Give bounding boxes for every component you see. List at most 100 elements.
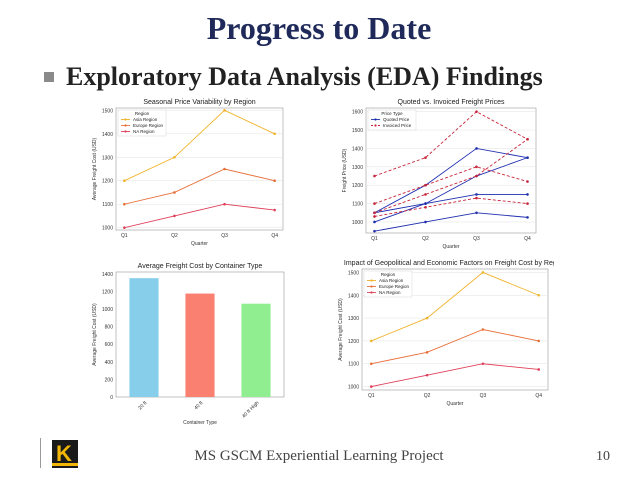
y-tick-label: 1000 [102, 307, 113, 313]
series-line [374, 197, 528, 217]
data-point [475, 147, 478, 150]
x-tick-label: 20 ft [137, 400, 149, 412]
series-line [374, 193, 528, 214]
legend-entry: NA Region [379, 290, 401, 295]
data-point [370, 385, 373, 388]
data-point [373, 211, 376, 215]
data-point [173, 214, 176, 218]
chart-title: Quoted vs. Invoiced Freight Prices [398, 99, 505, 106]
data-point [475, 110, 478, 113]
legend-title: Region [381, 272, 396, 277]
chart-container-cost: Average Freight Cost by Container Type 0 2… [92, 263, 285, 426]
data-point [223, 109, 226, 112]
series-line [374, 138, 528, 214]
data-point [481, 362, 485, 366]
series-line [374, 157, 528, 223]
x-tick-label: Q1 [121, 233, 128, 239]
data-point [273, 132, 276, 136]
data-point [223, 167, 226, 171]
series-line [124, 203, 275, 229]
series-line [374, 111, 528, 177]
x-tick-label: Q2 [422, 236, 429, 242]
y-tick-label: 1200 [102, 179, 113, 185]
data-point [424, 193, 427, 196]
data-point [373, 215, 376, 218]
x-tick-label: Q1 [368, 393, 375, 399]
y-tick-label: 800 [105, 325, 114, 331]
legend-marker [374, 118, 377, 121]
footer-text: MS GSCM Experiential Learning Project [194, 448, 444, 464]
y-tick-label: 1100 [352, 202, 363, 208]
bar [129, 278, 159, 397]
y-tick-label: 1300 [352, 165, 363, 171]
legend-title: Region [135, 111, 150, 116]
y-tick-label: 1400 [348, 293, 359, 299]
bar [241, 303, 271, 397]
data-point [475, 196, 478, 200]
data-point [425, 351, 429, 354]
y-tick-label: 1000 [352, 220, 363, 226]
data-point [123, 179, 126, 183]
data-point [526, 202, 529, 205]
data-point [481, 328, 485, 331]
data-point [424, 205, 427, 209]
y-tick-label: 200 [105, 377, 114, 383]
x-tick-label: Q4 [524, 236, 531, 242]
x-axis-label: Quarter [447, 401, 464, 407]
data-point [173, 155, 176, 159]
y-tick-label: 1100 [348, 362, 359, 368]
square-bullet-icon [44, 72, 54, 82]
data-point [526, 137, 529, 141]
data-point [475, 211, 478, 215]
series-line [371, 271, 539, 342]
x-tick-label: Q1 [371, 236, 378, 242]
data-point [173, 191, 176, 194]
data-point [526, 193, 529, 196]
x-tick-label: Q3 [473, 236, 480, 242]
data-point [537, 368, 540, 371]
y-tick-label: 1500 [102, 108, 113, 114]
data-point [373, 202, 376, 205]
legend-entry: Quoted Price [383, 117, 410, 122]
data-point [475, 174, 478, 178]
series-line [374, 147, 528, 214]
data-point [373, 174, 376, 178]
data-point [273, 208, 276, 212]
y-tick-label: 1200 [348, 339, 359, 345]
k-logo-icon: K [52, 440, 78, 468]
bullet-row: Exploratory Data Analysis (EDA) Findings [44, 62, 543, 92]
x-axis-label: Quarter [443, 244, 460, 250]
x-tick-label: Q2 [171, 233, 178, 239]
legend-marker [124, 118, 127, 121]
chart-title: Impact of Geopolitical and Economic Fact… [344, 260, 554, 267]
legend-marker [124, 124, 127, 127]
legend-entry: Europe Region [379, 284, 410, 289]
legend-marker [374, 124, 377, 127]
series-line [124, 109, 275, 182]
y-tick-label: 1600 [352, 110, 363, 116]
plot-frame [365, 107, 537, 234]
legend-marker [370, 291, 373, 294]
data-point [370, 339, 373, 343]
series-line [371, 329, 539, 365]
data-point [424, 156, 427, 159]
y-tick-label: 1300 [102, 155, 113, 161]
data-point [424, 202, 427, 205]
y-tick-label: 400 [105, 360, 114, 366]
series-line [371, 363, 539, 388]
data-point [526, 216, 529, 219]
x-tick-label: Q3 [480, 393, 487, 399]
y-tick-label: 1400 [102, 272, 113, 278]
data-point [273, 179, 276, 183]
data-point [475, 165, 478, 169]
y-axis-label: Average Freight Cost (USD) [92, 303, 98, 366]
y-tick-label: 1400 [102, 132, 113, 138]
chart-geopolitical-impact: Impact of Geopolitical and Economic Fact… [338, 260, 554, 407]
legend-entry: Asia Region [133, 117, 158, 122]
data-point [425, 316, 429, 320]
x-tick-label: Q4 [535, 393, 542, 399]
y-axis-label: Average Freight Cost (USD) [92, 137, 98, 200]
data-point [537, 293, 540, 297]
data-point [370, 362, 373, 366]
data-point [537, 339, 540, 343]
